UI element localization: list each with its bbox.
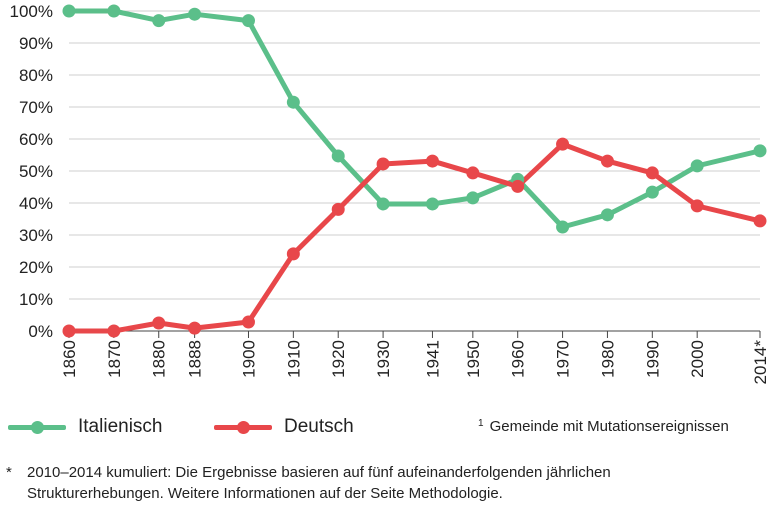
point-italian-1930 — [376, 197, 390, 211]
point-italian-1920 — [331, 149, 345, 163]
legend-swatch-italian — [8, 413, 66, 441]
note-text: 2010–2014 kumuliert: Die Ergebnisse basi… — [27, 464, 611, 502]
point-italian-1990 — [645, 185, 659, 199]
x-tick-label: 1930 — [374, 340, 393, 378]
x-tick-label: 1880 — [150, 340, 169, 378]
point-german-1920 — [331, 202, 345, 216]
x-tick-label: 1990 — [643, 340, 662, 378]
x-axis-tick-labels: 1860 1870 1880 1888 1900 1910 1920 1930 1941 1950… — [60, 331, 768, 384]
point-italian-1970 — [556, 220, 570, 234]
point-german-1960 — [511, 179, 525, 193]
point-german-1990 — [645, 166, 659, 180]
point-italian-2014 — [753, 144, 767, 158]
y-tick-label: 0% — [28, 322, 53, 341]
legend-label-german: Deutsch — [284, 416, 354, 437]
footnote: 1 Gemeinde mit Mutationsereignissen — [478, 418, 729, 435]
footnote-text: Gemeinde mit Mutationsereignissen — [489, 418, 729, 435]
legend-swatch-german — [214, 413, 272, 441]
point-german-1880 — [152, 316, 166, 330]
y-tick-label: 10% — [19, 290, 53, 309]
x-tick-label: 1910 — [284, 340, 303, 378]
point-italian-1880 — [152, 14, 166, 28]
x-tick-label: 1870 — [105, 340, 124, 378]
x-tick-label: 2000 — [688, 340, 707, 378]
x-tick-label: 1960 — [509, 340, 528, 378]
point-german-1980 — [600, 154, 614, 168]
point-italian-1941 — [425, 197, 439, 211]
y-tick-label: 30% — [19, 226, 53, 245]
point-italian-1870 — [107, 4, 121, 18]
series-lines — [66, 8, 763, 334]
point-german-1860 — [62, 324, 76, 338]
point-german-1888 — [188, 321, 202, 335]
y-tick-label: 20% — [19, 258, 53, 277]
x-tick-label: 1900 — [239, 340, 258, 378]
point-german-1870 — [107, 324, 121, 338]
y-tick-label: 90% — [19, 34, 53, 53]
point-german-2000 — [690, 199, 704, 213]
x-tick-label: 1920 — [329, 340, 348, 378]
y-tick-label: 100% — [10, 2, 53, 21]
point-german-1970 — [556, 137, 570, 151]
point-italian-1900 — [241, 14, 255, 28]
point-german-1910 — [286, 247, 300, 261]
point-german-1900 — [241, 315, 255, 329]
y-axis-tick-labels: 0% 10% 20% 30% 40% 50% 60% 70% 80% 90% 100% — [10, 2, 53, 341]
y-tick-label: 60% — [19, 130, 53, 149]
line-chart: 0%10%20%30%40%50%60%70%80%90%100% 1860 18… — [10, 2, 768, 384]
note-marker: * — [6, 464, 12, 481]
point-italian-1950 — [466, 191, 480, 205]
x-tick-label: 1950 — [464, 340, 483, 378]
series-line-german — [66, 141, 763, 334]
series-points — [62, 4, 767, 338]
legend-italian: Italienisch — [8, 413, 163, 441]
point-italian-2000 — [690, 159, 704, 173]
chart-note: * 2010–2014 kumuliert: Die Ergebnisse ba… — [6, 462, 747, 504]
point-german-1941 — [425, 154, 439, 168]
point-german-2014 — [753, 214, 767, 228]
x-tick-label: 2014* — [751, 340, 768, 385]
x-tick-label: 1941 — [423, 340, 442, 378]
footnote-mark: 1 — [478, 418, 484, 429]
x-tick-label: 1970 — [554, 340, 573, 378]
y-tick-label: 70% — [19, 98, 53, 117]
point-italian-1910 — [286, 95, 300, 109]
x-tick-label: 1860 — [60, 340, 79, 378]
point-german-1930 — [376, 157, 390, 171]
x-tick-label: 1888 — [186, 340, 205, 378]
y-tick-label: 50% — [19, 162, 53, 181]
y-tick-label: 80% — [19, 66, 53, 85]
legend-german: Deutsch — [214, 413, 354, 441]
point-italian-1860 — [62, 4, 76, 18]
x-tick-label: 1980 — [598, 340, 617, 378]
y-tick-label: 40% — [19, 194, 53, 213]
point-italian-1980 — [600, 208, 614, 222]
point-german-1950 — [466, 166, 480, 180]
legend-label-italian: Italienisch — [78, 416, 163, 437]
point-italian-1888 — [188, 7, 202, 21]
series-line-italian — [66, 8, 763, 230]
